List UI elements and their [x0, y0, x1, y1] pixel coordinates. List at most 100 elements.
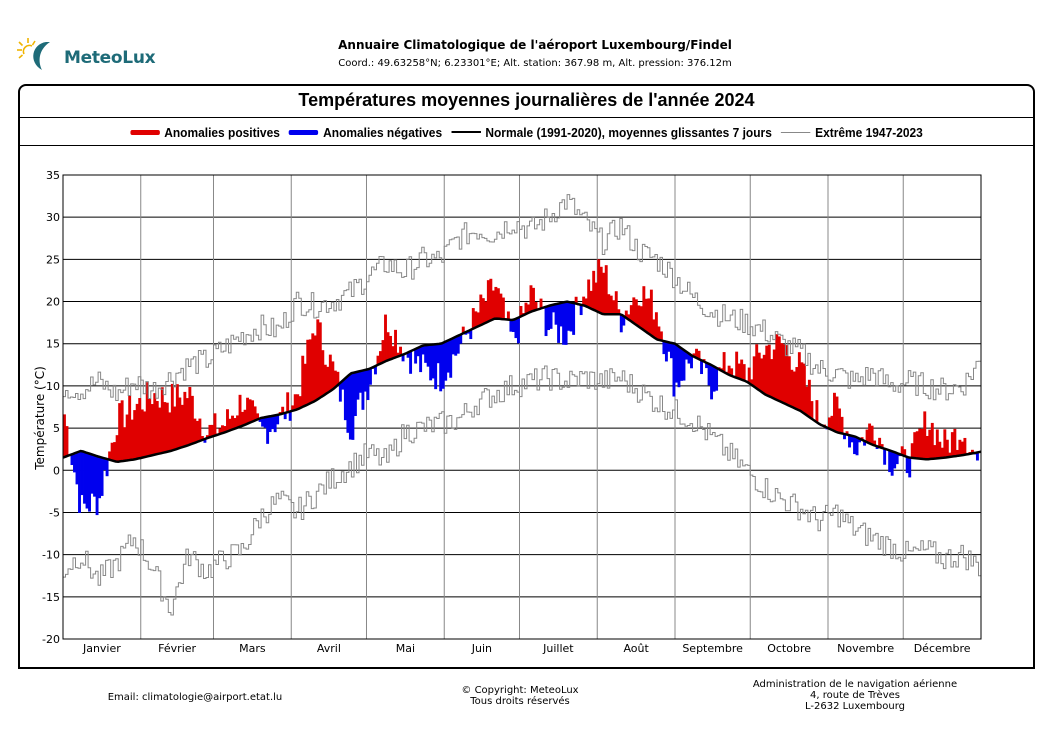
bar-positive	[527, 304, 530, 313]
bar-positive	[243, 409, 247, 425]
bar-positive	[722, 352, 726, 373]
bar-negative	[85, 452, 89, 509]
bar-positive	[251, 400, 255, 422]
bar-positive	[644, 298, 648, 332]
bar-negative	[273, 415, 277, 433]
bar-positive	[923, 411, 927, 460]
bar-positive	[248, 399, 252, 423]
legend-swatch-negative	[289, 129, 319, 135]
bar-negative	[88, 453, 91, 512]
bar-positive	[747, 367, 751, 384]
bar-positive	[376, 355, 380, 365]
bar-negative	[662, 341, 666, 355]
bar-positive	[175, 384, 179, 449]
bar-negative	[258, 418, 262, 422]
bar-positive	[592, 270, 596, 310]
bar-negative	[569, 302, 573, 332]
bar-positive	[955, 449, 959, 456]
bar-negative	[95, 456, 99, 516]
bar-positive	[123, 427, 127, 461]
bar-positive	[795, 367, 799, 410]
bar-positive	[386, 332, 390, 361]
bar-negative	[419, 346, 423, 373]
chart-legend: Anomalies positives Anomalies négatives …	[61, 122, 993, 142]
bar-negative	[562, 302, 566, 345]
bar-positive	[802, 363, 806, 414]
bar-negative	[446, 340, 450, 373]
bar-negative	[890, 451, 894, 476]
x-tick-label: Août	[623, 642, 649, 655]
y-tick-label: -20	[42, 633, 60, 646]
bar-positive	[780, 343, 784, 403]
bar-positive	[241, 411, 244, 426]
bar-positive	[165, 402, 169, 452]
bar-negative	[456, 335, 460, 354]
bar-positive	[195, 420, 199, 442]
bar-negative	[677, 346, 681, 388]
bar-positive	[178, 397, 182, 449]
bar-positive	[953, 428, 957, 457]
bar-negative	[271, 415, 275, 430]
bar-positive	[695, 348, 698, 358]
legend-swatch-positive	[130, 129, 160, 135]
bar-positive	[321, 350, 325, 397]
report-title: Annuaire Climatologique de l'aéroport Lu…	[338, 38, 732, 52]
bar-positive	[868, 423, 872, 444]
bar-positive	[963, 437, 967, 455]
bar-positive	[800, 362, 804, 412]
x-tick-label: Juin	[471, 642, 492, 655]
y-tick-label: -15	[42, 591, 60, 604]
bar-negative	[848, 435, 851, 448]
bar-negative	[80, 451, 84, 496]
bar-positive	[484, 301, 488, 323]
logo-text: MeteoLux	[64, 48, 156, 68]
bar-positive	[629, 305, 633, 322]
bar-positive	[750, 379, 754, 385]
bar-positive	[185, 398, 189, 446]
y-tick-label: 10	[46, 380, 60, 393]
bar-positive	[486, 280, 490, 322]
bar-positive	[108, 451, 112, 460]
bar-positive	[637, 305, 641, 327]
x-tick-label: Mai	[396, 642, 415, 655]
bar-positive	[910, 443, 914, 458]
bar-positive	[920, 428, 924, 459]
x-tick-label: Février	[158, 642, 196, 655]
bar-positive	[281, 406, 285, 414]
bar-positive	[584, 298, 588, 307]
bar-positive	[205, 435, 209, 439]
bar-negative	[426, 344, 430, 367]
bar-positive	[155, 401, 159, 455]
bar-positive	[805, 386, 809, 416]
bar-positive	[652, 319, 656, 338]
bar-negative	[416, 347, 420, 357]
bar-positive	[391, 346, 395, 359]
bar-positive	[943, 429, 947, 458]
bar-positive	[519, 305, 523, 317]
bar-positive	[180, 404, 184, 448]
bar-positive	[145, 382, 149, 457]
normal-line	[62, 300, 982, 463]
bar-positive	[190, 395, 194, 444]
bar-positive	[833, 392, 836, 432]
bar-positive	[183, 391, 187, 447]
footer-copyright: © Copyright: MeteoLux Tous droits réserv…	[420, 685, 620, 707]
sun-wave-icon	[17, 38, 50, 70]
bar-positive	[737, 363, 741, 379]
legend-label-normal: Normale (1991-2020), moyennes glissantes…	[485, 124, 772, 140]
bar-positive	[609, 295, 613, 315]
bar-positive	[624, 310, 628, 318]
bar-positive	[730, 368, 734, 376]
bar-negative	[358, 371, 362, 393]
title-divider	[20, 117, 1033, 118]
bar-positive	[326, 366, 330, 393]
bar-positive	[298, 396, 302, 409]
chart-frame: Températures moyennes journalières de l'…	[18, 84, 1035, 669]
bar-positive	[160, 387, 164, 453]
bar-positive	[291, 405, 295, 411]
bar-positive	[602, 272, 606, 315]
bar-negative	[511, 320, 515, 332]
bar-negative	[516, 317, 520, 344]
legend-swatch-extreme	[781, 131, 811, 133]
bar-positive	[860, 437, 864, 440]
